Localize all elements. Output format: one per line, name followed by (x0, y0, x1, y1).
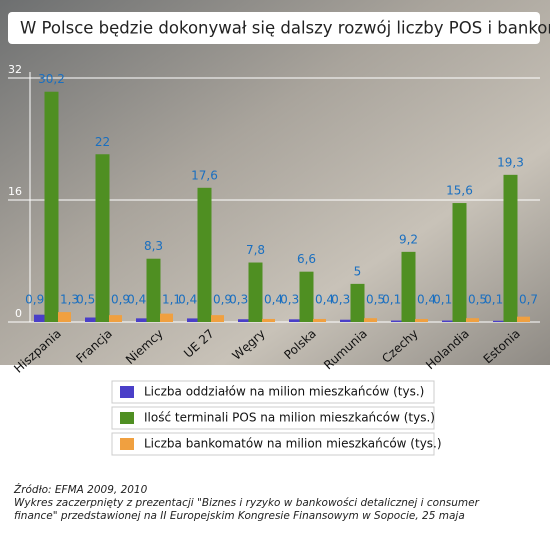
bar (364, 318, 377, 322)
bar (442, 320, 455, 322)
data-label: 15,6 (446, 184, 473, 198)
bar (85, 317, 98, 322)
legend-box (111, 406, 435, 430)
bar (452, 203, 467, 322)
data-label: 0,4 (264, 293, 283, 307)
data-label: 9,2 (399, 232, 418, 246)
footnote: Źródło: EFMA 2009, 2010 Wykres zaczerpni… (14, 484, 514, 523)
data-label: 0,5 (366, 293, 385, 307)
bar (44, 91, 59, 322)
data-label: 7,8 (246, 243, 265, 257)
data-label: 22 (95, 135, 110, 149)
data-label: 6,6 (297, 252, 316, 266)
legend-swatch (120, 412, 134, 424)
data-label: 0,9 (213, 293, 232, 307)
data-label: 0,4 (315, 293, 334, 307)
bar (34, 314, 47, 322)
data-label: 0,4 (417, 293, 436, 307)
data-label: 0,9 (111, 293, 130, 307)
bar (95, 154, 110, 322)
bar (466, 318, 479, 322)
bar (415, 318, 428, 322)
note: Wykres zaczerpnięty z prezentacji "Bizne… (14, 497, 479, 522)
data-label: 17,6 (191, 168, 218, 182)
bar (146, 258, 161, 322)
data-label: 30,2 (38, 72, 65, 86)
y-tick-label: 32 (8, 63, 22, 76)
data-label: 5 (354, 264, 362, 278)
data-label: 19,3 (497, 155, 524, 169)
legend-box (111, 432, 435, 456)
bar (299, 271, 314, 322)
bar (313, 318, 326, 322)
bar (262, 318, 275, 322)
chart-title: W Polsce będzie dokonywał się dalszy roz… (20, 19, 550, 38)
bar (160, 313, 173, 322)
bar (109, 315, 122, 322)
data-label: 1,1 (162, 293, 181, 307)
bar (517, 316, 530, 322)
bar (289, 319, 302, 322)
title-box (8, 12, 540, 44)
bar (350, 283, 365, 322)
source: Źródło: EFMA 2009, 2010 (14, 484, 148, 496)
legend-label: Liczba oddziałów na milion mieszkańców (… (144, 385, 424, 399)
legend-swatch (120, 386, 134, 398)
bar (503, 174, 518, 322)
legend-swatch (120, 438, 134, 450)
legend-label: Liczba bankomatów na milion mieszkańców … (144, 437, 442, 451)
bar (340, 319, 353, 322)
bar (238, 319, 251, 322)
bar (211, 315, 224, 322)
y-tick-label: 16 (8, 185, 22, 198)
bar (187, 318, 200, 322)
bar (248, 262, 263, 322)
photo-background (0, 0, 550, 365)
bar (401, 251, 416, 322)
bar (197, 187, 212, 322)
data-label: 8,3 (144, 239, 163, 253)
data-label: 1,3 (60, 293, 79, 307)
legend-label: Ilość terminali POS na milion mieszkańcó… (144, 411, 435, 425)
y-tick-label: 0 (15, 307, 22, 320)
legend-box (111, 380, 435, 404)
bar (58, 312, 71, 322)
bar (493, 320, 506, 322)
data-label: 0,7 (519, 293, 538, 307)
bar (136, 318, 149, 322)
bar (391, 320, 404, 322)
data-label: 0,5 (468, 293, 487, 307)
